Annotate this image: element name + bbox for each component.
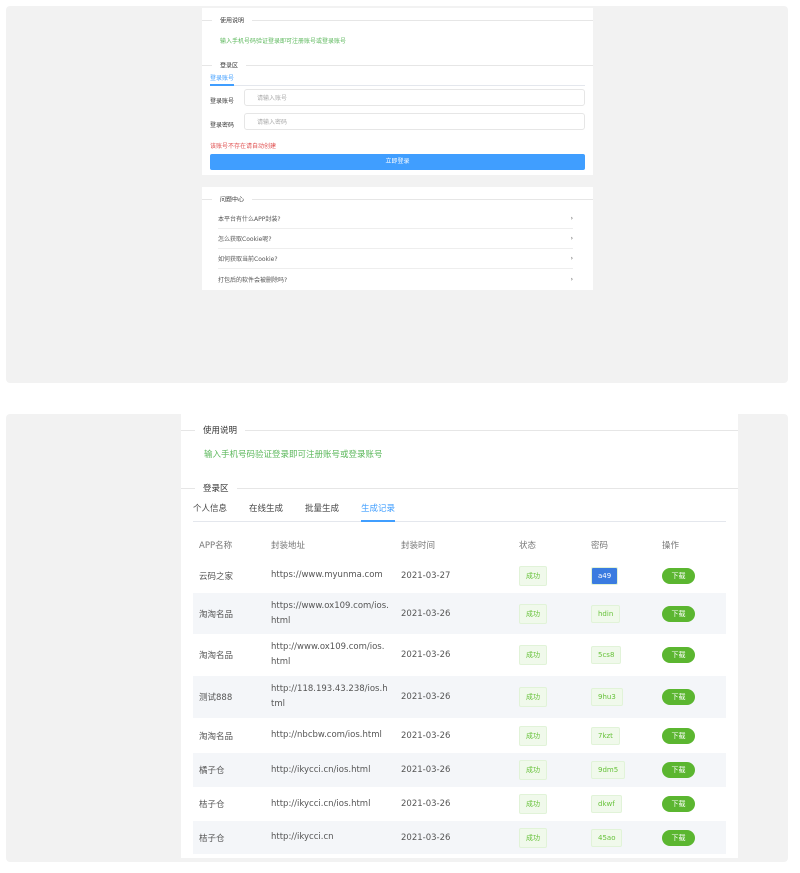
download-button[interactable]: 下载 bbox=[662, 796, 695, 812]
app-name: 测试888 bbox=[199, 693, 233, 703]
table-row: 淘淘名品 http://nbcbw.com/ios.html 2021-03-2… bbox=[193, 718, 726, 753]
faq-item[interactable]: 打包后的软件会被删除吗? › bbox=[218, 275, 573, 284]
download-button[interactable]: 下载 bbox=[662, 689, 695, 705]
password-badge: 9dm5 bbox=[591, 761, 626, 779]
tab-login-account[interactable]: 登录账号 bbox=[210, 68, 235, 86]
table-row: 桔子仓 http://ikycci.cn/ios.html 2021-03-26… bbox=[193, 787, 726, 821]
password-input[interactable]: 请输入密码 bbox=[244, 113, 585, 130]
tab-batch-generate[interactable]: 批量生成 bbox=[305, 504, 340, 514]
status-badge: 成功 bbox=[519, 565, 547, 586]
app-name: 桔子仓 bbox=[199, 800, 225, 810]
download-button[interactable]: 下载 bbox=[662, 605, 695, 622]
app-time: 2021-03-26 bbox=[401, 799, 451, 809]
app-name: 淘淘名品 bbox=[199, 731, 234, 742]
col-time: 封装时间 bbox=[401, 541, 436, 551]
tab-personal-info[interactable]: 个人信息 bbox=[193, 504, 228, 514]
app-name: 云码之家 bbox=[199, 571, 234, 582]
records-card: 使用说明 输入手机号码验证登录即可注册账号或登录账号 登录区 个人信息 在线生成… bbox=[181, 414, 738, 858]
error-message: 该账号不存在请自动创建 bbox=[210, 143, 277, 150]
password-label: 登录密码 bbox=[210, 122, 235, 129]
status-badge: 成功 bbox=[519, 760, 547, 780]
download-button[interactable]: 下载 bbox=[662, 762, 695, 778]
app-url: http://ikycci.cn/ios.html bbox=[271, 798, 371, 809]
status-badge: 成功 bbox=[519, 603, 547, 624]
password-badge: 7kzt bbox=[591, 726, 620, 745]
tab-online-generate[interactable]: 在线生成 bbox=[249, 504, 284, 514]
table-row: 测试888 http://118.193.43.238/ios.html 202… bbox=[193, 676, 726, 718]
download-button[interactable]: 下载 bbox=[662, 829, 695, 846]
app-name: 桔子仓 bbox=[199, 833, 225, 844]
tab-bar: 个人信息 在线生成 批量生成 生成记录 bbox=[193, 502, 726, 522]
password-badge: hdin bbox=[591, 604, 621, 623]
app-url: http://118.193.43.238/ios.html bbox=[271, 684, 388, 709]
app-name: 橘子仓 bbox=[199, 766, 225, 776]
app-url: https://www.ox109.com/ios.html bbox=[271, 600, 389, 626]
login-card: 使用说明 输入手机号码验证登录即可注册账号或登录账号 登录区 登录账号 登录账号… bbox=[202, 8, 593, 175]
table-row: 桔子仓 http://ikycci.cn 2021-03-26 成功 45ao … bbox=[193, 821, 726, 854]
chevron-right-icon: › bbox=[570, 255, 573, 262]
login-section-title: 登录区 bbox=[202, 55, 593, 75]
password-badge: 5cs8 bbox=[591, 646, 622, 664]
faq-item[interactable]: 如何获取当前Cookie? › bbox=[218, 249, 573, 269]
app-time: 2021-03-26 bbox=[401, 730, 451, 741]
status-badge: 成功 bbox=[519, 687, 547, 707]
account-label: 登录账号 bbox=[210, 98, 235, 105]
usage-section-title: 使用说明 bbox=[202, 10, 593, 30]
app-time: 2021-03-26 bbox=[401, 650, 451, 660]
app-name: 淘淘名品 bbox=[199, 609, 234, 620]
faq-item[interactable]: 怎么获取Cookie呢? › bbox=[218, 229, 573, 249]
app-url: http://www.ox109.com/ios.html bbox=[271, 642, 385, 667]
account-input[interactable]: 请输入账号 bbox=[244, 89, 585, 106]
password-badge: a49 bbox=[591, 566, 619, 585]
table-row: 淘淘名品 http://www.ox109.com/ios.html 2021-… bbox=[193, 634, 726, 676]
usage-section-title: 使用说明 bbox=[181, 420, 738, 440]
status-badge: 成功 bbox=[519, 827, 547, 848]
table-row: 淘淘名品 https://www.ox109.com/ios.html 2021… bbox=[193, 593, 726, 634]
tab-generate-records[interactable]: 生成记录 bbox=[361, 502, 396, 522]
app-url: http://nbcbw.com/ios.html bbox=[271, 730, 382, 740]
status-badge: 成功 bbox=[519, 725, 547, 746]
password-badge: 9hu3 bbox=[591, 688, 623, 706]
app-url: http://ikycci.cn/ios.html bbox=[271, 764, 371, 775]
table-row: 云码之家 https://www.myunma.com 2021-03-27 成… bbox=[193, 558, 726, 593]
col-action: 操作 bbox=[662, 541, 680, 551]
app-time: 2021-03-26 bbox=[401, 608, 451, 619]
table-row: 橘子仓 http://ikycci.cn/ios.html 2021-03-26… bbox=[193, 753, 726, 787]
chevron-right-icon: › bbox=[570, 275, 573, 283]
col-url: 封装地址 bbox=[271, 541, 306, 551]
chevron-right-icon: › bbox=[570, 235, 573, 242]
app-url: https://www.myunma.com bbox=[271, 570, 383, 580]
login-button[interactable]: 立即登录 bbox=[210, 154, 585, 170]
download-button[interactable]: 下载 bbox=[662, 567, 695, 584]
col-password: 密码 bbox=[591, 541, 609, 551]
faq-card: 问题中心 本平台有什么APP封装? › 怎么获取Cookie呢? › 如何获取当前C… bbox=[202, 187, 593, 290]
chevron-right-icon: › bbox=[570, 215, 573, 222]
faq-section-title: 问题中心 bbox=[202, 189, 593, 209]
download-button[interactable]: 下载 bbox=[662, 647, 695, 663]
app-url: http://ikycci.cn bbox=[271, 832, 334, 842]
col-app-name: APP名称 bbox=[199, 541, 233, 551]
password-badge: 45ao bbox=[591, 828, 623, 847]
app-name: 淘淘名品 bbox=[199, 651, 234, 661]
password-badge: dkwf bbox=[591, 795, 622, 813]
records-table: APP名称 封装地址 封装时间 状态 密码 操作 云码之家 https://ww… bbox=[193, 532, 726, 854]
app-time: 2021-03-26 bbox=[401, 765, 451, 775]
download-button[interactable]: 下载 bbox=[662, 727, 695, 744]
login-section-title: 登录区 bbox=[181, 478, 738, 498]
faq-item[interactable]: 本平台有什么APP封装? › bbox=[218, 209, 573, 229]
usage-text: 输入手机号码验证登录即可注册账号或登录账号 bbox=[204, 450, 383, 460]
app-time: 2021-03-27 bbox=[401, 570, 451, 581]
usage-text: 输入手机号码验证登录即可注册账号或登录账号 bbox=[220, 38, 347, 45]
app-time: 2021-03-26 bbox=[401, 832, 451, 843]
status-badge: 成功 bbox=[519, 645, 547, 665]
col-status: 状态 bbox=[519, 541, 537, 551]
status-badge: 成功 bbox=[519, 794, 547, 814]
app-time: 2021-03-26 bbox=[401, 692, 451, 702]
